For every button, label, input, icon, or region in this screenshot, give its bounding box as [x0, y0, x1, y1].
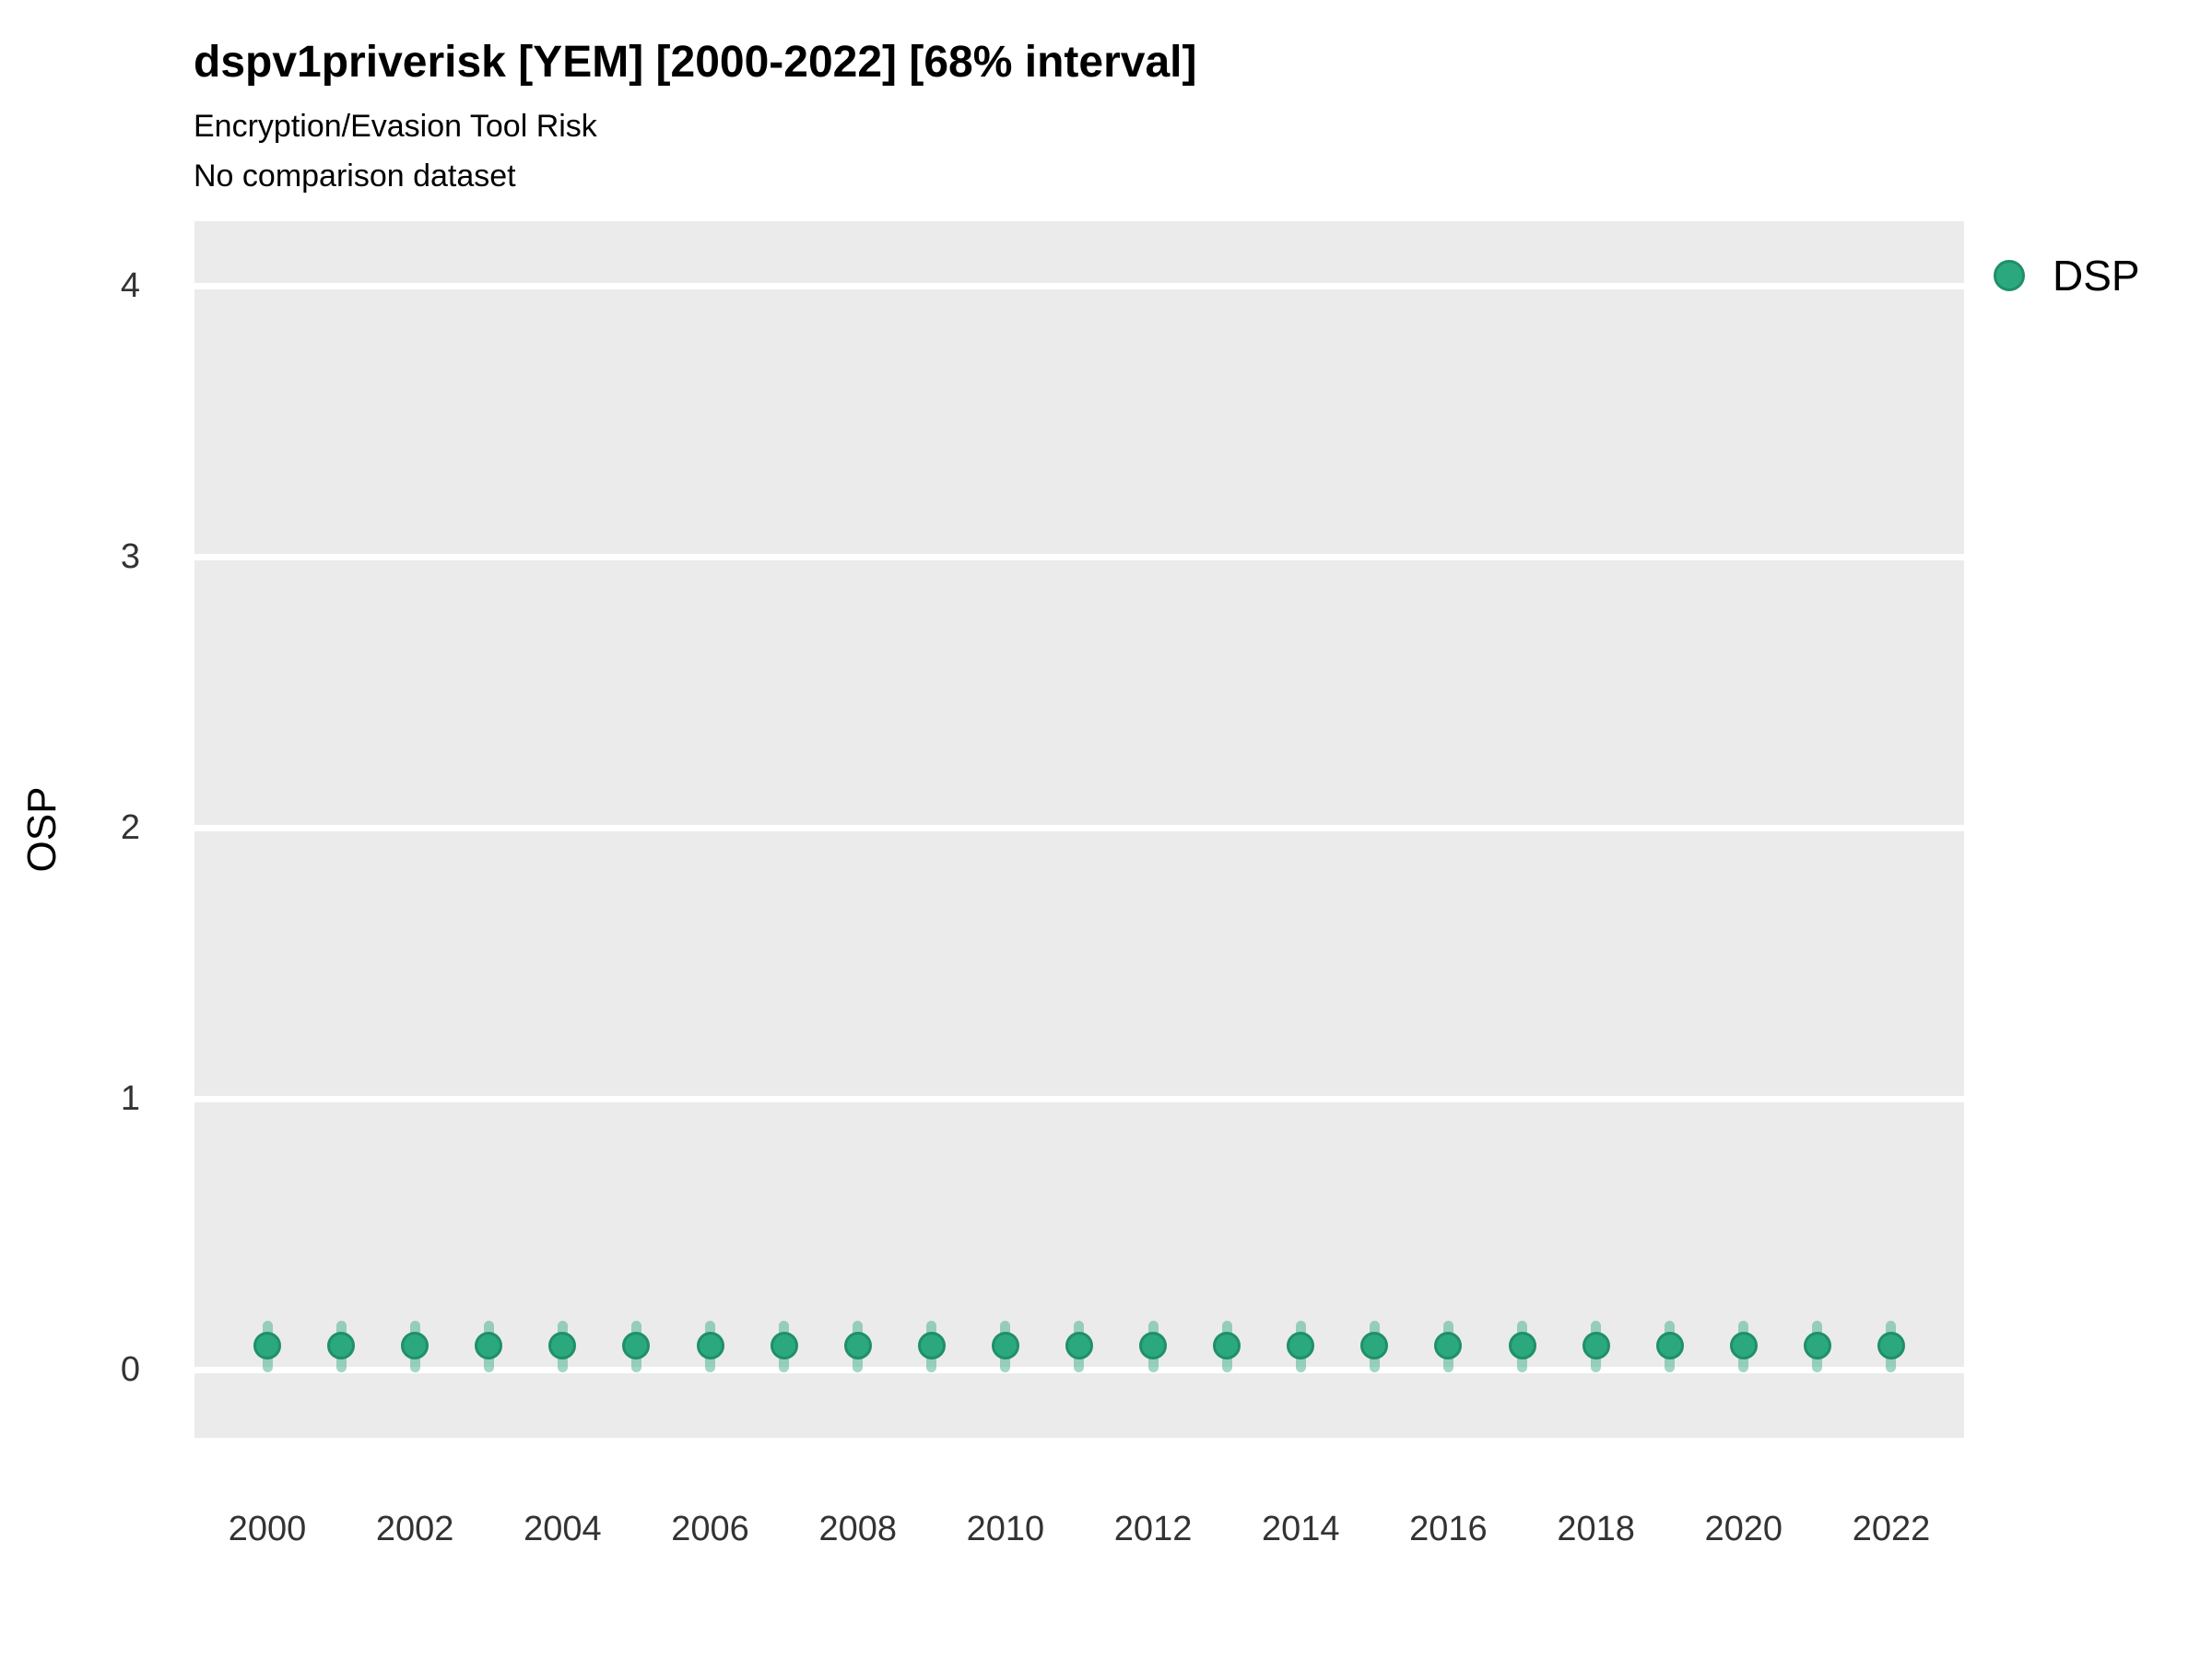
gridline-y-1: [194, 1095, 1964, 1102]
x-tick-label-2008: 2008: [818, 1510, 897, 1548]
data-point-2007: [770, 1331, 798, 1359]
data-point-2004: [548, 1331, 577, 1359]
x-tick-label-2012: 2012: [1113, 1510, 1193, 1548]
data-point-2006: [696, 1331, 724, 1359]
data-point-2016: [1434, 1331, 1463, 1359]
data-point-2012: [1139, 1331, 1168, 1359]
data-point-2013: [1213, 1331, 1241, 1359]
y-tick-label-0: 0: [120, 1350, 140, 1389]
x-tick-label-2004: 2004: [524, 1510, 602, 1548]
legend: DSP: [1994, 254, 2140, 297]
data-point-2008: [843, 1331, 872, 1359]
x-tick-label-2018: 2018: [1557, 1510, 1635, 1548]
x-tick-label-2014: 2014: [1261, 1510, 1340, 1548]
y-tick-label-3: 3: [120, 537, 140, 576]
x-tick-label-2010: 2010: [966, 1510, 1045, 1548]
x-tick-label-2020: 2020: [1704, 1510, 1783, 1548]
gridline-y-2: [194, 824, 1964, 831]
data-point-2011: [1065, 1331, 1093, 1359]
x-tick-label-2006: 2006: [671, 1510, 749, 1548]
data-point-2021: [1803, 1331, 1831, 1359]
data-point-2002: [401, 1331, 429, 1359]
data-point-2009: [917, 1331, 946, 1359]
chart-note: No comparison dataset: [194, 159, 516, 194]
gridline-y-4: [194, 282, 1964, 289]
y-tick-label-2: 2: [120, 808, 140, 847]
x-tick-label-2022: 2022: [1852, 1510, 1931, 1548]
x-tick-label-2000: 2000: [228, 1510, 307, 1548]
chart-subtitle: Encryption/Evasion Tool Risk: [194, 109, 597, 144]
data-point-2022: [1877, 1331, 1905, 1359]
y-tick-label-4: 4: [120, 266, 140, 305]
gridline-y-0: [194, 1366, 1964, 1373]
x-tick-label-2002: 2002: [375, 1510, 454, 1548]
data-point-2014: [1287, 1331, 1315, 1359]
data-point-2015: [1360, 1331, 1389, 1359]
data-point-2001: [327, 1331, 356, 1359]
data-point-2017: [1508, 1331, 1536, 1359]
data-point-2010: [991, 1331, 1019, 1359]
x-tick-label-2016: 2016: [1409, 1510, 1488, 1548]
data-point-2003: [475, 1331, 503, 1359]
legend-dot-icon: [1994, 260, 2025, 291]
chart-title: dspv1priverisk [YEM] [2000-2022] [68% in…: [194, 38, 1197, 87]
data-point-2020: [1729, 1331, 1758, 1359]
data-point-2005: [622, 1331, 651, 1359]
legend-label: DSP: [2053, 252, 2140, 300]
data-point-2000: [253, 1331, 281, 1359]
data-point-2018: [1582, 1331, 1610, 1359]
y-tick-label-1: 1: [120, 1079, 140, 1118]
plot-panel: [194, 221, 1964, 1438]
data-point-2019: [1655, 1331, 1684, 1359]
gridline-y-3: [194, 553, 1964, 560]
